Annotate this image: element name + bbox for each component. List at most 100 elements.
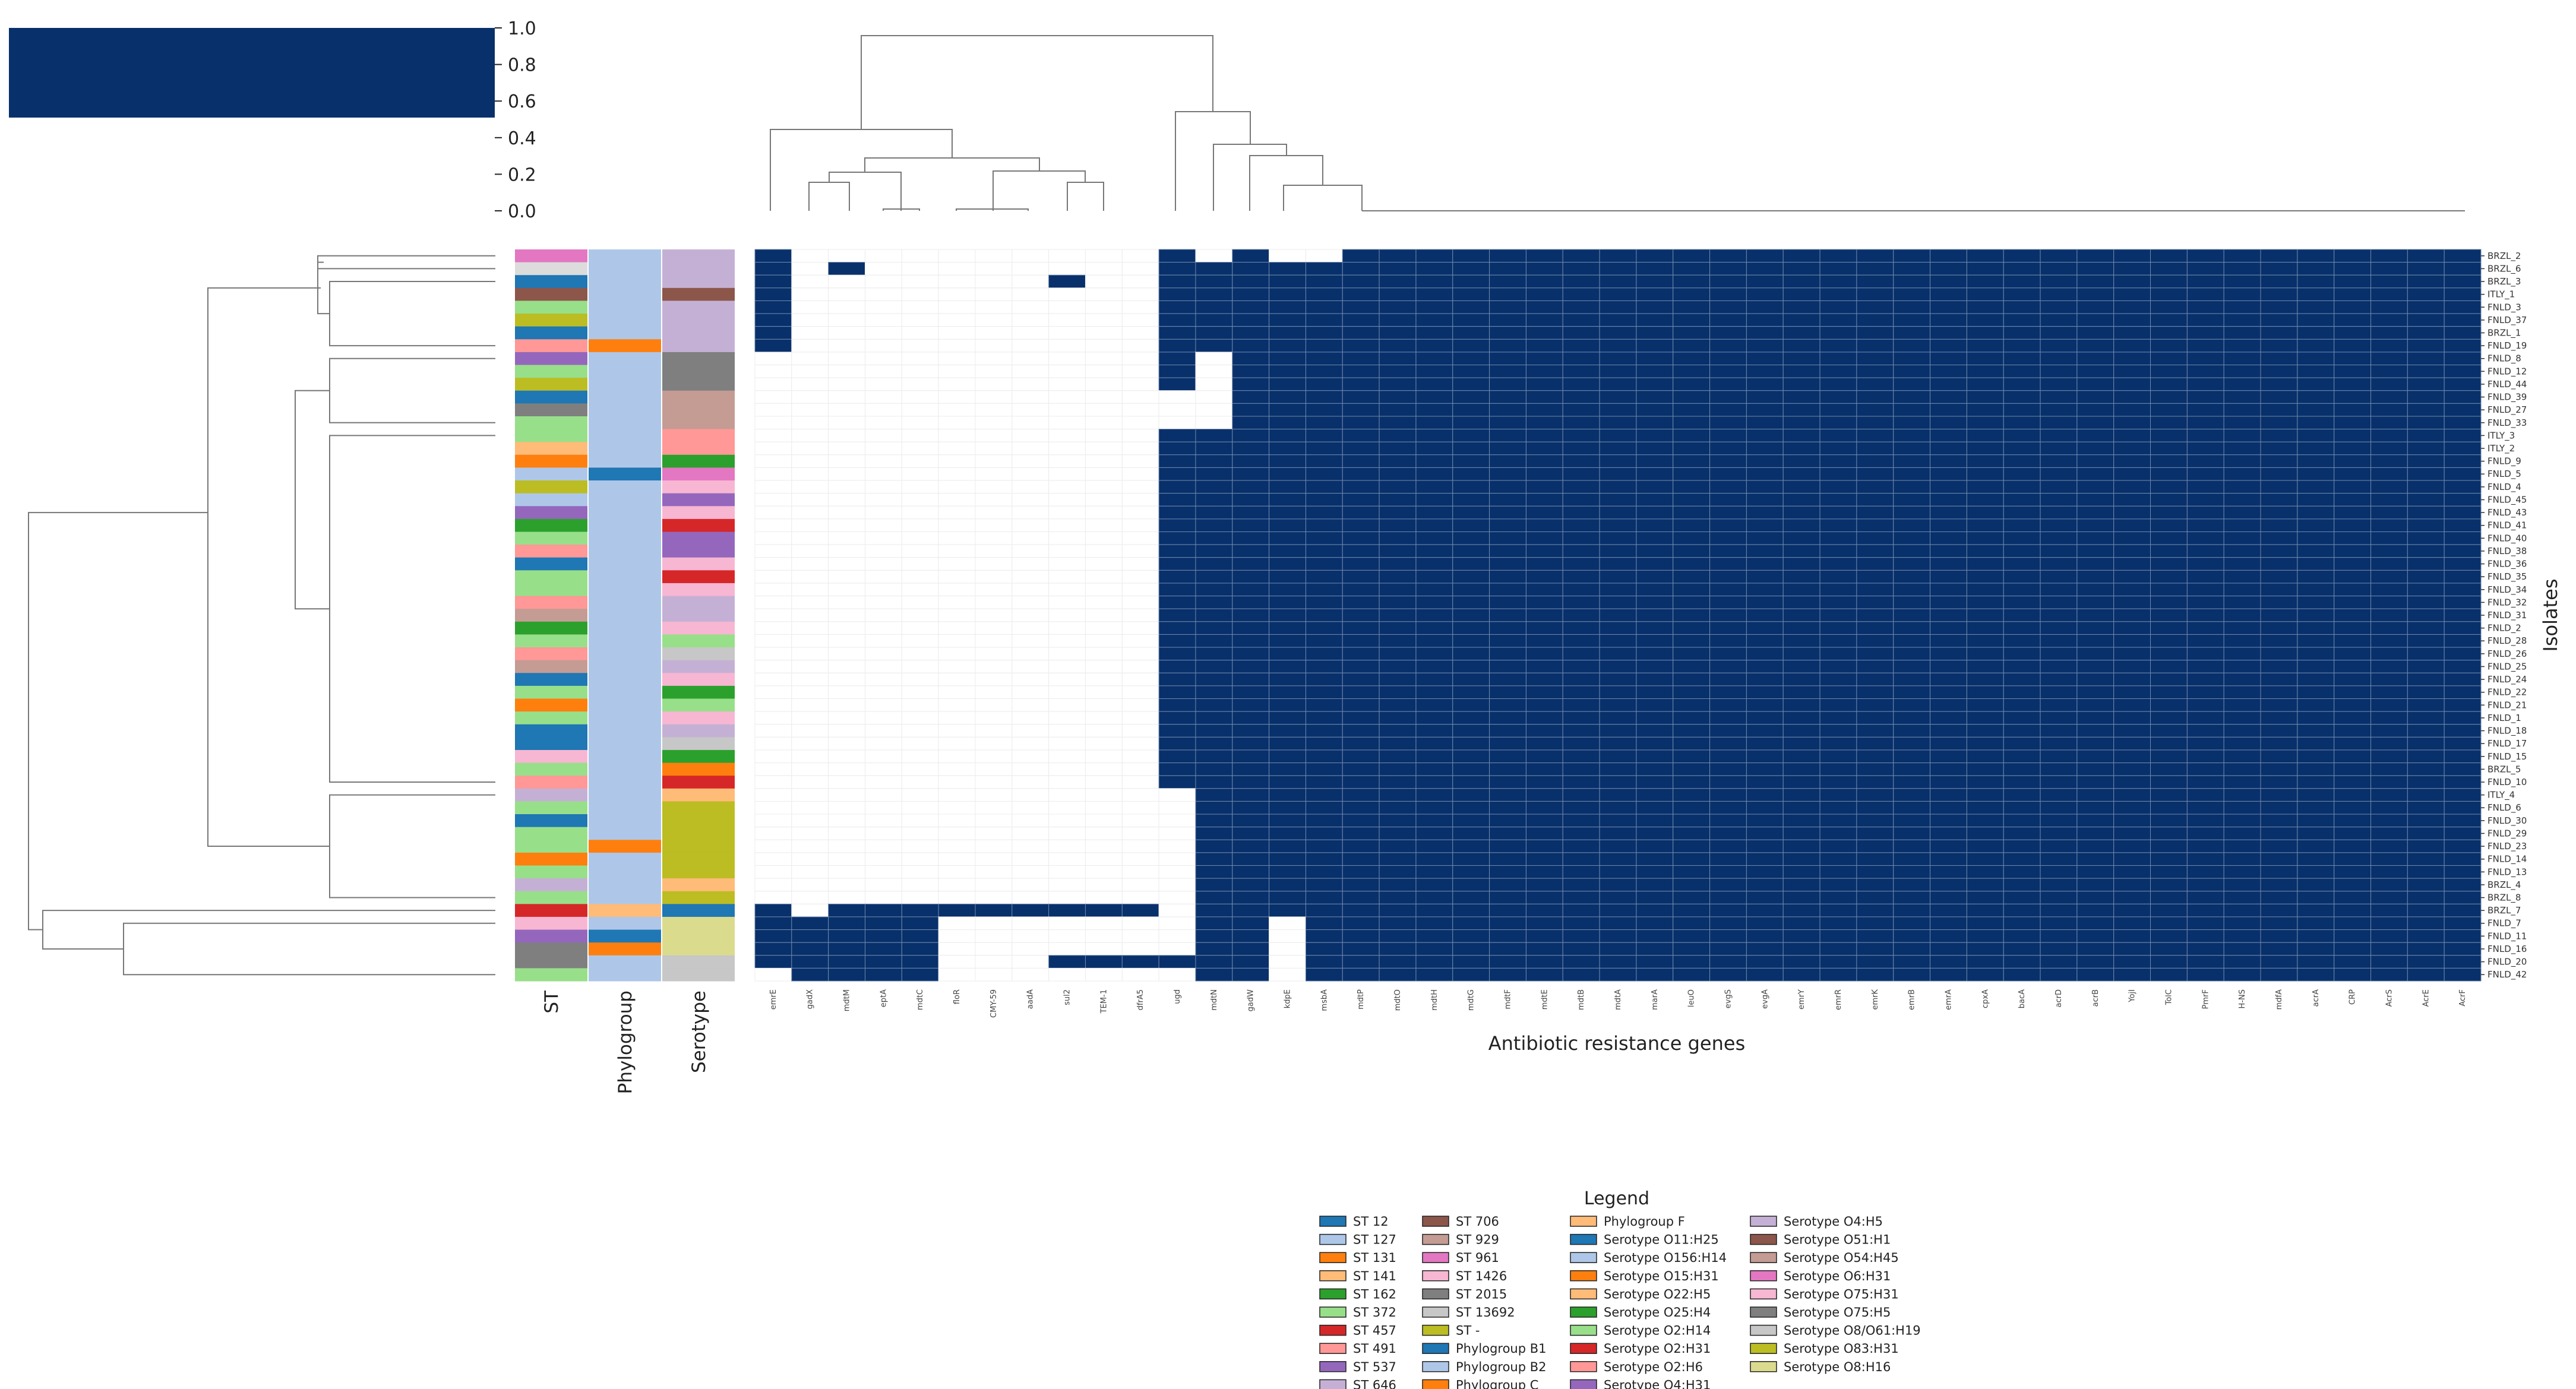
heatmap-cell: [975, 916, 1013, 931]
heatmap-cell: [1562, 441, 1600, 455]
heatmap-cell: [1452, 660, 1490, 673]
heatmap-cell: [2150, 865, 2188, 879]
heatmap-cell: [2223, 685, 2261, 699]
heatmap-cell: [2444, 429, 2482, 442]
heatmap-cell: [2297, 416, 2335, 430]
annotation-label: Phylogroup: [615, 991, 636, 1094]
heatmap-cell: [864, 518, 902, 533]
heatmap-cell: [2297, 903, 2335, 917]
heatmap-cell: [1525, 365, 1563, 378]
heatmap-cell: [1856, 775, 1894, 789]
heatmap-cell: [2150, 775, 2188, 789]
heatmap-cell: [1746, 441, 1784, 455]
heatmap-cell: [2113, 967, 2151, 982]
legend-label: Serotype O75:H5: [1784, 1305, 1891, 1320]
isolate-label: FNLD_27: [2488, 404, 2527, 416]
heatmap-cell: [1158, 788, 1196, 802]
heatmap-cell: [2260, 647, 2298, 661]
heatmap-cell: [2113, 569, 2151, 584]
heatmap-cell: [975, 827, 1013, 840]
heatmap-cell: [1782, 634, 1820, 648]
heatmap-cell: [2260, 493, 2298, 507]
heatmap-cell: [1452, 518, 1490, 533]
heatmap-cell: [2370, 596, 2408, 609]
heatmap-cell: [2297, 454, 2335, 468]
heatmap-cell: [1415, 891, 1453, 904]
heatmap-cell: [1746, 377, 1784, 391]
annotation-cell: [589, 442, 661, 455]
heatmap-cell: [1012, 583, 1050, 597]
heatmap-cell: [1342, 647, 1380, 661]
heatmap-cell: [1746, 454, 1784, 468]
heatmap-cell: [754, 878, 792, 892]
heatmap-cell: [2297, 403, 2335, 417]
heatmap-cell: [1195, 827, 1233, 840]
heatmap-cell: [1746, 313, 1784, 327]
heatmap-cell: [901, 493, 939, 507]
heatmap-cell: [1232, 839, 1270, 853]
heatmap-cell: [2260, 557, 2298, 571]
heatmap-cell: [1966, 916, 2004, 931]
heatmap-cell: [1856, 891, 1894, 904]
heatmap-cell: [2113, 814, 2151, 828]
heatmap-cell: [1599, 814, 1637, 828]
heatmap-cell: [2334, 749, 2372, 764]
heatmap-cell: [864, 544, 902, 558]
annotation-cell: [589, 673, 661, 686]
heatmap-cell: [1195, 287, 1233, 301]
annotation-cell: [589, 788, 661, 802]
heatmap-cell: [864, 865, 902, 879]
legend-label: Serotype O8:H16: [1784, 1360, 1891, 1374]
annotation-cell: [589, 262, 661, 276]
heatmap-cell: [1342, 865, 1380, 879]
annotation-cell: [662, 801, 735, 815]
annotation-cell: [515, 891, 587, 904]
heatmap-cell: [828, 505, 865, 520]
heatmap-cell: [864, 762, 902, 776]
heatmap-cell: [1085, 518, 1123, 533]
heatmap-cell: [828, 518, 865, 533]
heatmap-cell: [1782, 365, 1820, 378]
heatmap-cell: [2297, 467, 2335, 481]
heatmap-cell: [1121, 262, 1159, 276]
annotation-cell: [662, 583, 735, 597]
heatmap-cell: [1930, 262, 1967, 276]
isolate-label: FNLD_44: [2488, 379, 2527, 390]
heatmap-cell: [1856, 647, 1894, 661]
heatmap-cell: [2186, 865, 2224, 879]
heatmap-cell: [1893, 544, 1931, 558]
isolate-label: ITLY_3: [2488, 430, 2515, 441]
heatmap-cell: [2076, 300, 2114, 314]
heatmap-cell: [2407, 377, 2445, 391]
annotation-cell: [515, 737, 587, 751]
heatmap-cell: [754, 762, 792, 776]
heatmap-cell: [938, 287, 976, 301]
heatmap-cell: [2076, 711, 2114, 725]
heatmap-cell: [1012, 621, 1050, 635]
heatmap-cell: [2040, 891, 2078, 904]
heatmap-cell: [1379, 891, 1417, 904]
heatmap-cell: [1562, 788, 1600, 802]
heatmap-cell: [1782, 839, 1820, 853]
heatmap-cell: [1599, 569, 1637, 584]
heatmap-cell: [2370, 762, 2408, 776]
heatmap-cell: [975, 352, 1013, 366]
heatmap-cell: [1379, 569, 1417, 584]
heatmap-cell: [1379, 775, 1417, 789]
heatmap-cell: [864, 955, 902, 969]
heatmap-cell: [828, 262, 865, 276]
heatmap-cell: [2223, 660, 2261, 673]
heatmap-cell: [1930, 878, 1967, 892]
heatmap-cell: [1195, 814, 1233, 828]
heatmap-cell: [1012, 557, 1050, 571]
heatmap-cell: [1819, 903, 1857, 917]
heatmap-cell: [1930, 865, 1967, 879]
heatmap-cell: [1489, 865, 1526, 879]
heatmap-cell: [1195, 365, 1233, 378]
legend-label: Serotype O22:H5: [1604, 1287, 1711, 1301]
heatmap-cell: [2076, 441, 2114, 455]
heatmap-cell: [2223, 441, 2261, 455]
heatmap-cell: [2260, 852, 2298, 866]
heatmap-cell: [791, 390, 829, 404]
heatmap-cell: [1415, 608, 1453, 622]
